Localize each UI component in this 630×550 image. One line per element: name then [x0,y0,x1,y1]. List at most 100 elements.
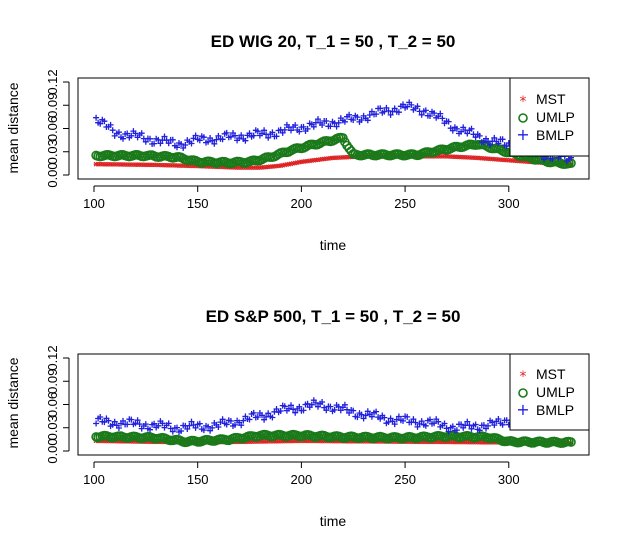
point-bmlp [480,139,487,146]
point-bmlp [495,140,502,147]
point-bmlp [476,132,483,139]
point-bmlp [443,425,450,432]
point-bmlp [192,132,199,139]
point-bmlp [468,125,475,132]
point-bmlp [97,414,104,420]
point-bmlp [115,129,122,136]
point-bmlp [219,416,226,423]
point-bmlp [259,130,265,137]
point-bmlp [115,425,122,431]
point-bmlp [327,403,334,410]
point-bmlp [288,402,294,409]
point-bmlp [101,118,108,125]
point-bmlp [196,137,203,144]
point-bmlp [464,418,471,425]
point-bmlp [147,135,153,142]
panel-1: ED WIG 20, T_1 = 50 , T_2 = 50 100 150 200… [5,32,590,253]
panel-2-x-label: time [320,513,347,529]
point-bmlp [273,133,280,140]
panel-2-legend-bmlp-marker: + [516,400,529,419]
point-bmlp [273,406,280,412]
panel-2-plot [91,397,576,449]
point-bmlp [472,421,479,428]
point-bmlp [437,110,444,117]
point-bmlp [184,426,191,432]
point-bmlp [541,156,547,163]
point-bmlp [136,421,143,428]
panel-1-y-label: mean distance [5,82,21,173]
point-bmlp [333,123,340,130]
point-bmlp [373,408,380,415]
point-bmlp [491,422,498,429]
y-tick-label: 0.06 [45,116,60,141]
point-bmlp [250,132,257,139]
point-bmlp [427,416,433,423]
point-bmlp [124,421,131,428]
panel-2-legend-umlp-label: UMLP [536,384,575,400]
point-bmlp [449,423,456,430]
point-bmlp [431,420,438,427]
point-bmlp [169,428,176,435]
point-bmlp [174,424,180,431]
point-bmlp [142,421,149,428]
point-bmlp [319,399,326,405]
panel-1-legend-box [509,77,590,157]
point-bmlp [213,136,220,143]
point-bmlp [219,136,226,143]
point-bmlp [346,111,353,118]
panel-2-legend-box [509,353,590,431]
point-bmlp [200,134,207,141]
point-bmlp [192,424,199,431]
panel-2-legend-mst-label: MST [536,366,566,382]
point-bmlp [323,118,330,124]
point-bmlp [464,130,471,137]
point-bmlp [157,140,164,147]
point-bmlp [350,407,357,414]
point-bmlp [400,417,406,424]
point-bmlp [341,401,348,408]
x-tick-label: 150 [187,472,209,487]
point-bmlp [487,141,494,148]
point-bmlp [238,422,245,429]
point-bmlp [310,123,317,130]
point-bmlp [362,412,369,419]
point-bmlp [155,422,162,429]
y-tick-label: 0.00 [45,162,60,187]
point-bmlp [412,419,419,426]
point-bmlp [422,107,429,114]
point-bmlp [387,111,394,118]
point-bmlp [453,125,460,132]
point-bmlp [391,105,398,112]
x-tick-label: 100 [83,472,105,487]
point-bmlp [431,110,438,117]
y-tick-label: 0.03 [45,415,60,440]
point-bmlp [128,416,135,423]
point-bmlp [495,416,502,422]
panel-2-legend-mst-marker: * [520,369,527,385]
point-bmlp [200,427,207,434]
point-bmlp [232,421,238,428]
point-bmlp [549,156,556,162]
point-bmlp [377,105,384,112]
point-bmlp [93,420,100,427]
point-bmlp [499,421,506,428]
point-bmlp [292,409,299,416]
point-bmlp [410,416,417,423]
point-bmlp [196,420,203,427]
x-tick-label: 200 [291,196,313,211]
point-bmlp [373,111,380,118]
point-bmlp [188,418,195,425]
point-bmlp [304,400,311,407]
panel-2-legend: * + MST UMLP BMLP [509,353,590,431]
point-bmlp [358,411,365,418]
point-bmlp [209,424,216,431]
x-tick-label: 150 [187,196,209,211]
point-bmlp [215,424,222,430]
point-bmlp [368,413,375,420]
point-bmlp [281,403,288,410]
point-bmlp [358,117,365,123]
point-bmlp [165,420,172,427]
panel-1-y-axis: 0.000.030.060.090.12 [45,69,70,188]
panel-2-legend-bmlp-label: BMLP [536,402,574,418]
